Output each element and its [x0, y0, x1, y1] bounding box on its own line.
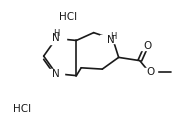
Text: O: O: [143, 41, 152, 51]
Text: O: O: [146, 67, 154, 77]
Polygon shape: [100, 35, 125, 43]
Text: HCl: HCl: [59, 12, 77, 22]
Text: N: N: [107, 35, 115, 45]
Text: HCl: HCl: [13, 105, 31, 115]
Polygon shape: [46, 33, 66, 44]
Text: N: N: [52, 69, 60, 79]
Text: N: N: [52, 33, 60, 43]
Text: H: H: [53, 29, 59, 38]
Polygon shape: [48, 69, 64, 78]
Text: H: H: [110, 32, 116, 41]
Polygon shape: [142, 68, 157, 76]
Polygon shape: [139, 42, 154, 50]
